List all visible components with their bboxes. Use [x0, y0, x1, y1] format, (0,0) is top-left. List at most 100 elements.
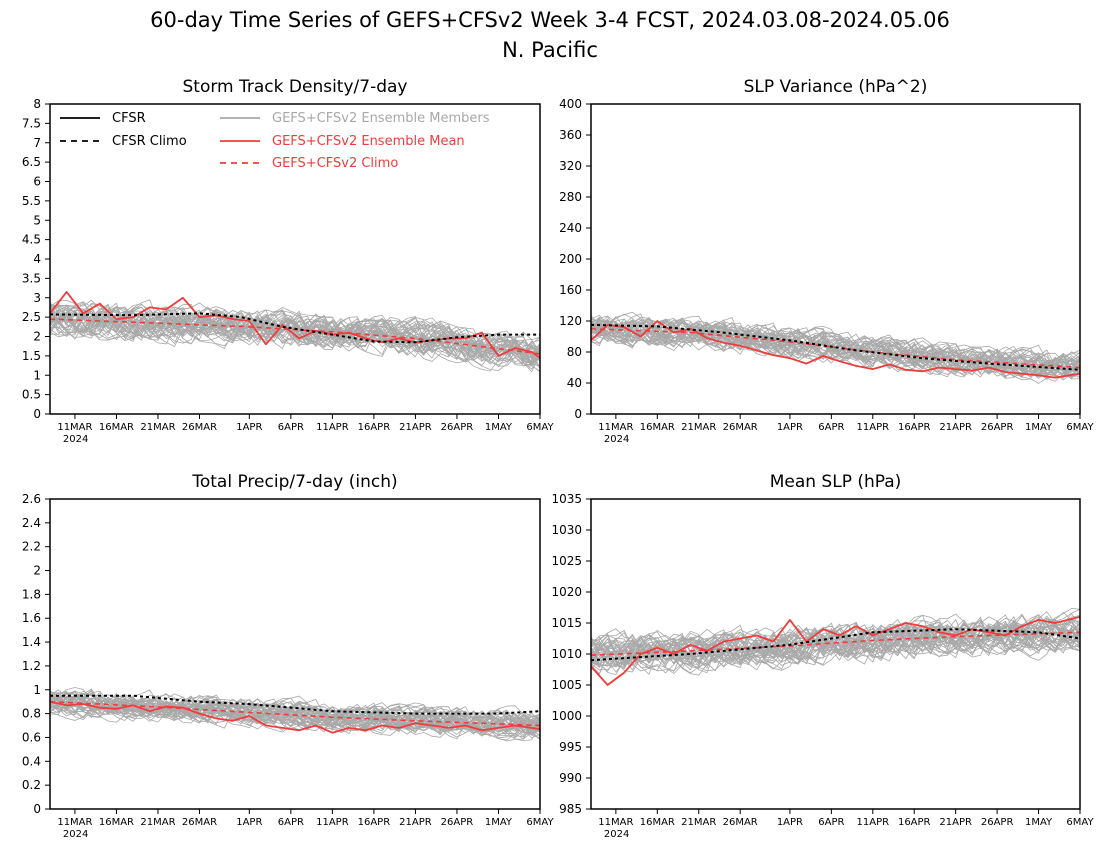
y-tick-label: 0.8	[22, 707, 41, 721]
y-tick-label: 5.5	[22, 194, 41, 208]
y-tick-label: 40	[567, 376, 582, 390]
ensemble-member-line	[50, 303, 540, 356]
cfsr-climo-line	[50, 694, 540, 715]
ensemble-member-line	[50, 693, 540, 736]
y-tick-label: 7	[33, 136, 41, 150]
x-tick-label: 21MAR	[681, 422, 716, 433]
y-tick-label: 1	[33, 368, 41, 382]
y-tick-label: 1.5	[22, 349, 41, 363]
x-tick-label: 1MAY	[485, 817, 513, 828]
x-tick-label: 26MAR	[723, 422, 758, 433]
x-tick-label: 21APR	[399, 422, 432, 433]
y-tick-label: 1010	[551, 647, 582, 661]
ensemble-member-line	[50, 303, 540, 360]
y-tick-label: 985	[559, 802, 582, 816]
y-tick-label: 4.5	[22, 233, 41, 247]
y-tick-label: 3	[33, 291, 41, 305]
ensemble-member-line	[50, 309, 540, 362]
y-tick-label: 320	[559, 159, 582, 173]
x-year-label: 2024	[604, 434, 629, 445]
cfsr-climo-line	[591, 628, 1080, 662]
ensemble-mean-line	[591, 320, 1080, 379]
legend-mean-label: GEFS+CFSv2 Ensemble Mean	[272, 134, 465, 149]
x-tick-label: 11MAR	[598, 422, 633, 433]
y-tick-label: 5	[33, 213, 41, 227]
x-tick-label: 21APR	[939, 422, 972, 433]
ensemble-member-line	[50, 691, 540, 735]
x-tick-label: 11APR	[857, 817, 890, 828]
y-tick-label: 0.4	[22, 754, 41, 768]
y-tick-label: 1020	[551, 585, 582, 599]
ensemble-member-line	[591, 615, 1080, 662]
y-tick-label: 8	[33, 97, 41, 111]
figure-title: 60-day Time Series of GEFS+CFSv2 Week 3-…	[150, 8, 950, 32]
ensemble-member-line	[50, 698, 540, 738]
x-tick-label: 16APR	[898, 422, 931, 433]
plot-frame	[590, 103, 1081, 415]
x-tick-label: 1MAY	[1025, 817, 1053, 828]
x-tick-label: 26APR	[981, 817, 1014, 828]
chart-panel: Storm Track Density/7-day 0 0.5 1 1.5 2 2.5 3 3.…	[22, 77, 555, 445]
ensemble-member-line	[591, 318, 1080, 378]
y-tick-label: 3.5	[22, 271, 41, 285]
x-tick-label: 6MAY	[526, 422, 554, 433]
y-tick-label: 240	[559, 221, 582, 235]
plot-area	[591, 311, 1080, 384]
y-tick-label: 1	[33, 683, 41, 697]
ensemble-member-line	[591, 615, 1080, 672]
x-tick-label: 1APR	[777, 422, 803, 433]
y-tick-label: 0	[33, 407, 41, 421]
y-tick-label: 990	[559, 771, 582, 785]
panel-title: Mean SLP (hPa)	[770, 472, 902, 492]
ensemble-member-line	[50, 688, 540, 729]
gefs-climo-line	[591, 631, 1080, 656]
y-tick-label: 2.4	[22, 516, 41, 530]
ensemble-member-line	[591, 317, 1080, 375]
plot-area	[50, 687, 540, 742]
y-tick-label: 0.5	[22, 388, 41, 402]
x-tick-label: 1APR	[777, 817, 803, 828]
x-tick-label: 6APR	[278, 817, 304, 828]
x-tick-label: 16MAR	[99, 817, 134, 828]
y-tick-label: 400	[559, 97, 582, 111]
x-tick-label: 16MAR	[640, 817, 675, 828]
ensemble-member-line	[591, 621, 1080, 672]
x-tick-label: 21APR	[399, 817, 432, 828]
y-tick-label: 0.6	[22, 730, 41, 744]
y-tick-label: 0	[574, 407, 582, 421]
x-tick-label: 6MAY	[526, 817, 554, 828]
y-tick-label: 200	[559, 252, 582, 266]
x-tick-label: 11MAR	[57, 422, 92, 433]
x-tick-label: 6APR	[818, 817, 844, 828]
panel-title: Total Precip/7-day (inch)	[191, 472, 397, 492]
ensemble-member-line	[591, 621, 1080, 675]
legend-cfsr-label: CFSR	[112, 111, 146, 126]
ensemble-member-line	[50, 306, 540, 367]
ensemble-member-line	[591, 621, 1080, 676]
y-tick-label: 120	[559, 314, 582, 328]
chart-legend: CFSR CFSR Climo GEFS+CFSv2 Ensemble Member…	[60, 111, 490, 171]
y-tick-label: 1.8	[22, 587, 41, 601]
y-tick-label: 1.6	[22, 611, 41, 625]
y-tick-label: 1.2	[22, 659, 41, 673]
chart-panel: SLP Variance (hPa^2) 0 40 80 120 160 200 240 280…	[559, 77, 1094, 445]
x-tick-label: 16APR	[898, 817, 931, 828]
y-tick-label: 1005	[551, 678, 582, 692]
plot-frame	[590, 498, 1081, 810]
y-tick-label: 6	[33, 175, 41, 189]
y-tick-label: 2.5	[22, 310, 41, 324]
x-tick-label: 1MAY	[485, 422, 513, 433]
x-tick-label: 1APR	[236, 422, 262, 433]
plot-area	[591, 607, 1080, 686]
x-year-label: 2024	[604, 829, 629, 840]
y-tick-label: 1025	[551, 554, 582, 568]
y-tick-label: 0.2	[22, 778, 41, 792]
panel-title: SLP Variance (hPa^2)	[744, 77, 928, 97]
y-tick-label: 1.4	[22, 635, 41, 649]
x-tick-label: 21APR	[939, 817, 972, 828]
x-tick-label: 26APR	[441, 817, 474, 828]
x-tick-label: 26MAR	[182, 817, 217, 828]
y-tick-label: 7.5	[22, 116, 41, 130]
x-tick-label: 21MAR	[140, 422, 175, 433]
